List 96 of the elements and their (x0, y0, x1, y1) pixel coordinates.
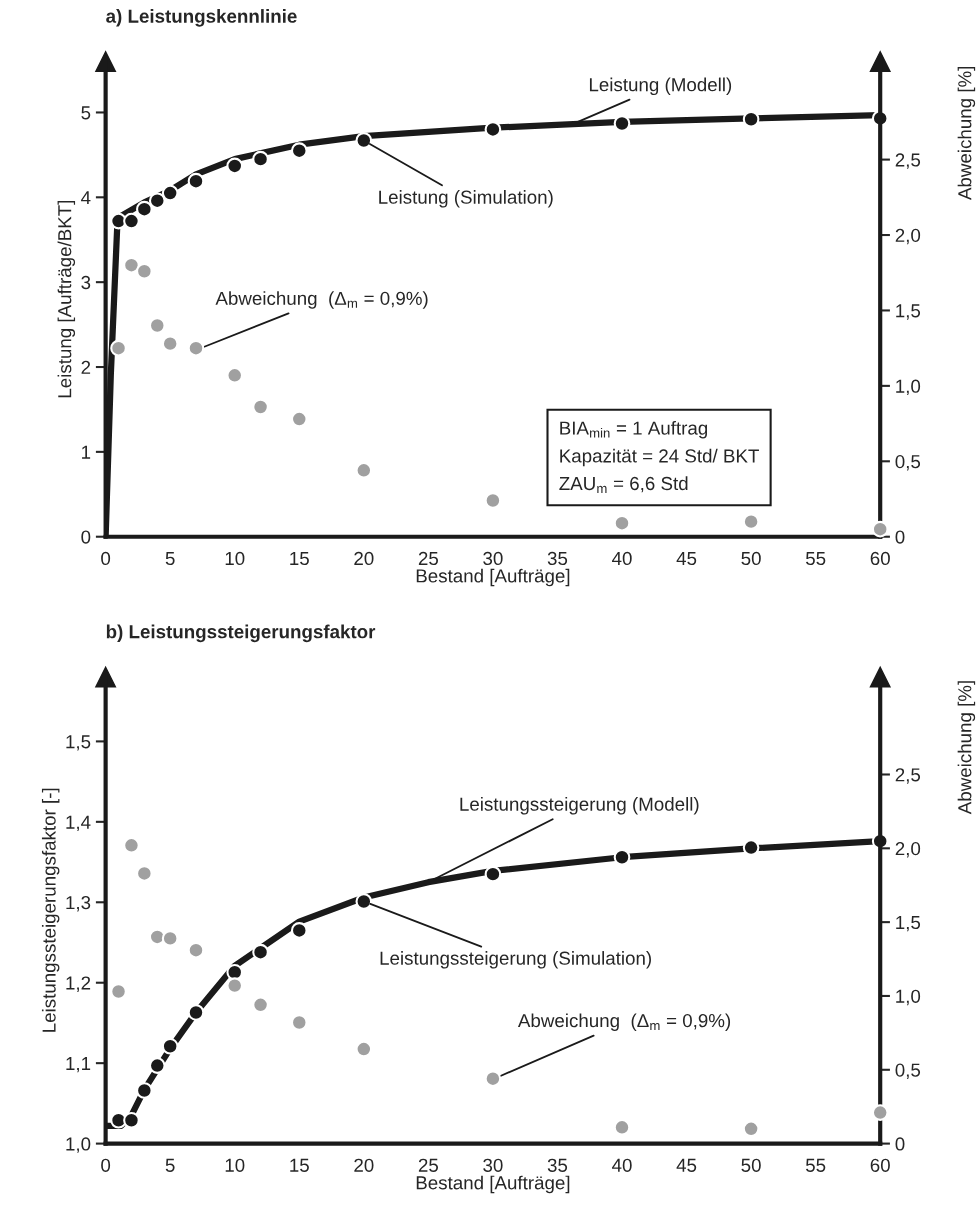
annotation: Abweichung (Δ$_{m}$ = 0,9%) (517, 1013, 731, 1031)
x-tick-label: 20 (354, 551, 374, 566)
point (742, 839, 760, 856)
point (484, 865, 502, 883)
y2-axis-title: Abweichung [%] (957, 681, 976, 815)
y-axis-title: Leistung [Aufträge/BKT] (57, 200, 76, 398)
y-tick-label: 1,4 (66, 815, 91, 832)
x-axis-title: Bestand [Aufträge] (416, 1175, 570, 1194)
y-tick-label: 3 (81, 275, 91, 290)
x-tick-label: 15 (290, 551, 309, 566)
x-tick-label: 35 (547, 551, 568, 566)
x-tick-label: 10 (225, 551, 245, 566)
point (484, 121, 502, 138)
y2-tick-label: 1,0 (896, 989, 921, 1006)
y-tick-label: 2 (81, 360, 91, 374)
point (290, 142, 308, 159)
x-tick-label: 30 (483, 1158, 503, 1172)
y2-tick-label: 1,5 (896, 916, 921, 932)
x-axis-title: Bestand [Aufträge] (416, 568, 570, 587)
point (252, 398, 269, 416)
y-tick-label: 4 (81, 191, 91, 205)
point (110, 339, 127, 357)
x-tick-label: 60 (870, 1158, 890, 1172)
point (355, 893, 373, 910)
y2-tick-label: 0 (895, 530, 905, 544)
y-axis-title: Leistungssteigerungsfaktor [-] (41, 788, 60, 1032)
x-tick-label: 0 (101, 551, 111, 566)
y-tick-label: 1,0 (66, 1137, 91, 1153)
point (123, 1111, 140, 1129)
annotation: Leistungssteigerung (Simulation) (380, 951, 651, 969)
point (290, 922, 308, 939)
y2-tick-label: 0,5 (895, 1063, 921, 1079)
point (110, 983, 127, 1000)
point (484, 492, 502, 509)
y2-tick-label: 2,5 (895, 153, 921, 169)
x-tick-label: 50 (741, 1158, 761, 1172)
point (161, 1037, 179, 1055)
y-tick-label: 1 (82, 445, 91, 459)
x-tick-label: 50 (741, 551, 761, 566)
x-tick-label: 45 (676, 551, 697, 566)
point (226, 157, 244, 175)
y2-tick-label: 1,0 (896, 379, 921, 396)
point (161, 184, 179, 202)
annotation: Leistung (Simulation) (379, 190, 553, 208)
annotation: ZAU$_{m}$ = 6,6 Std (559, 476, 688, 493)
x-tick-label: 45 (676, 1158, 697, 1172)
y2-tick-label: 1,5 (896, 304, 921, 320)
point (252, 150, 269, 168)
annotation: Kapazität = 24 Std/ BKT (560, 448, 759, 467)
y2-tick-label: 2,5 (895, 768, 921, 784)
annotation: Leistung (Modell) (589, 77, 732, 96)
y2-tick-label: 0 (895, 1137, 905, 1151)
chart-title: b) Leistungssteigerungsfaktor (106, 624, 376, 643)
point (161, 930, 179, 947)
point (484, 1070, 502, 1087)
point (123, 837, 140, 854)
y-tick-label: 5 (81, 106, 91, 120)
x-tick-label: 0 (101, 1158, 111, 1172)
x-tick-label: 5 (165, 551, 175, 566)
point (187, 1004, 205, 1021)
point (613, 115, 631, 132)
x-tick-label: 20 (354, 1158, 374, 1172)
y-tick-label: 1,3 (66, 895, 91, 912)
point (742, 513, 760, 530)
point (136, 865, 153, 882)
x-tick-label: 35 (547, 1158, 568, 1172)
x-tick-label: 25 (418, 551, 439, 566)
y2-tick-label: 0,5 (895, 454, 921, 471)
x-tick-label: 55 (805, 551, 826, 566)
point (187, 172, 205, 190)
point (136, 1082, 153, 1099)
x-tick-label: 25 (418, 1158, 439, 1172)
y-tick-label: 1,1 (66, 1057, 91, 1073)
x-tick-label: 40 (612, 551, 632, 566)
y2-axis-title: Abweichung [%] (957, 66, 976, 201)
point (355, 132, 373, 149)
y2-tick-label: 2,0 (895, 228, 921, 245)
x-tick-label: 40 (612, 1158, 632, 1172)
y-tick-label: 1,2 (66, 976, 91, 992)
x-tick-label: 60 (870, 551, 890, 566)
x-tick-label: 55 (805, 1158, 826, 1172)
y-tick-label: 1,5 (66, 735, 91, 751)
annotation: BIA$_{min}$ = 1 Auftrag (560, 420, 708, 439)
point (252, 943, 269, 961)
annotation: Leistungssteigerung (Modell) (460, 797, 699, 815)
y-tick-label: 0 (81, 530, 91, 544)
annotation: Abweichung (Δ$_{m}$ = 0,9%) (215, 291, 428, 309)
point (613, 1119, 631, 1136)
point (136, 200, 153, 218)
x-tick-label: 5 (165, 1158, 175, 1172)
x-tick-label: 30 (483, 551, 503, 566)
chart-title: a) Leistungskennlinie (106, 9, 297, 27)
x-tick-label: 15 (290, 1158, 309, 1172)
point (123, 212, 140, 230)
x-tick-label: 10 (225, 1158, 245, 1172)
y2-tick-label: 2,0 (895, 842, 921, 858)
